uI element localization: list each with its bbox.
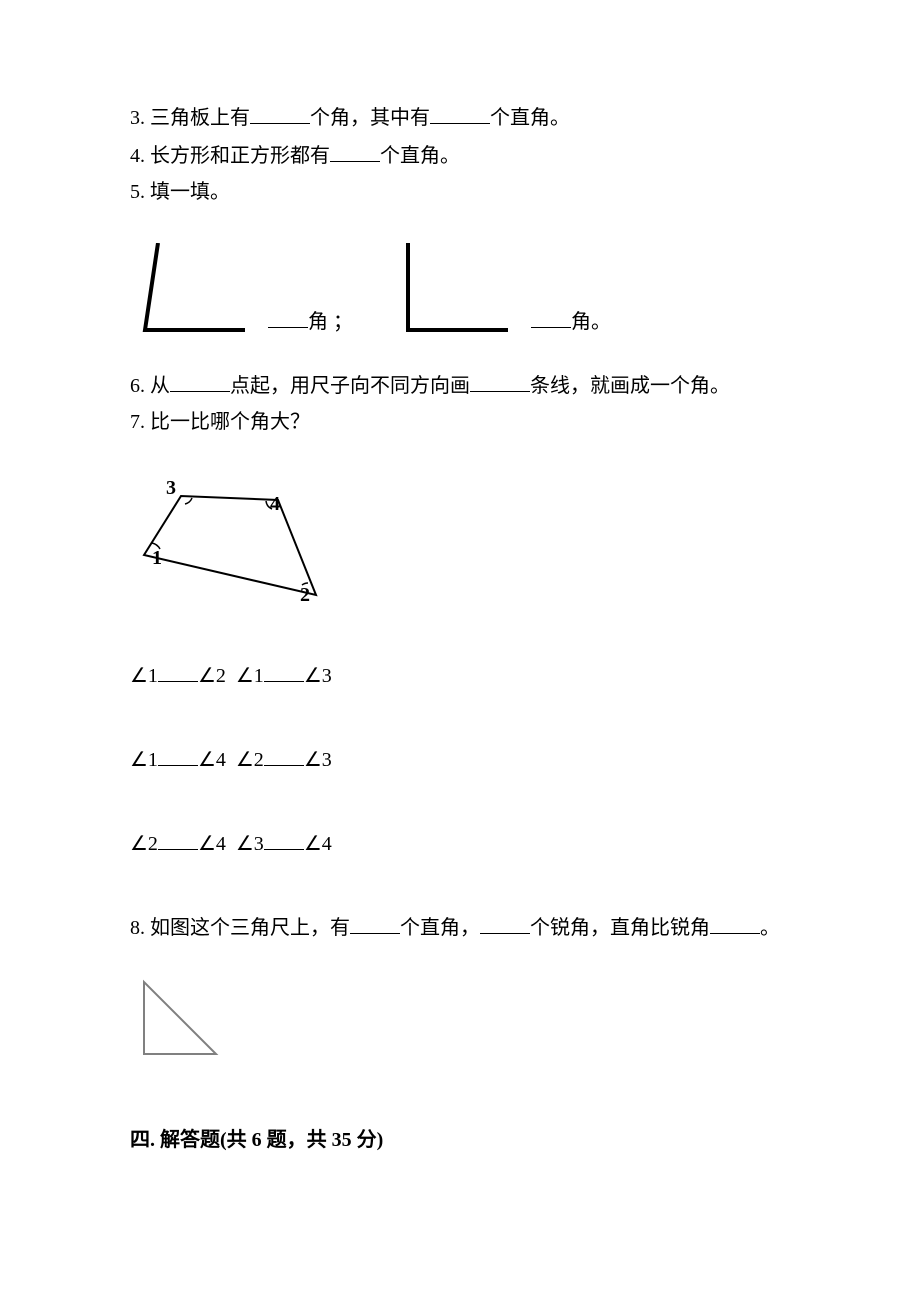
q3-blank-2[interactable]	[430, 100, 490, 124]
q4-text-2: 个直角。	[380, 145, 460, 167]
cmp-1b-a: ∠1	[236, 665, 264, 687]
q5-blank-2[interactable]	[531, 304, 571, 328]
q5-figures: 角 ； 角。	[130, 243, 790, 338]
cmp-1a-a: ∠1	[130, 665, 158, 687]
q5-title: 5. 填一填。	[130, 181, 230, 203]
q5-angle-1: 角 ；	[130, 243, 353, 338]
q5-angle1-label: 角 ；	[308, 311, 353, 333]
cmp-2a-b: ∠4	[198, 749, 226, 771]
q8-text-4: 。	[760, 917, 780, 939]
compare-row-2: ∠1 ∠4 ∠2 ∠3	[130, 742, 790, 776]
q4-text-1: 4. 长方形和正方形都有	[130, 145, 330, 167]
q3-text-3: 个直角。	[490, 107, 570, 129]
vertex-label-3: 3	[166, 477, 176, 499]
cmp-2a-a: ∠1	[130, 749, 158, 771]
cmp-blank-1a[interactable]	[158, 658, 198, 682]
angle-arc-3	[185, 498, 192, 504]
question-7: 7. 比一比哪个角大？	[130, 406, 790, 438]
q7-comparisons: ∠1 ∠2 ∠1 ∠3 ∠1 ∠4 ∠2 ∠3 ∠2 ∠4 ∠3 ∠4	[130, 658, 790, 860]
cmp-1a-b: ∠2	[198, 665, 226, 687]
cmp-blank-3a[interactable]	[158, 826, 198, 850]
question-4: 4. 长方形和正方形都有 个直角。	[130, 138, 790, 172]
vertex-label-2: 2	[300, 584, 310, 606]
q4-blank-1[interactable]	[330, 138, 380, 162]
question-3: 3. 三角板上有 个角，其中有 个直角。	[130, 100, 790, 134]
vertex-label-4: 4	[270, 493, 280, 515]
cmp-blank-2a[interactable]	[158, 742, 198, 766]
q6-blank-1[interactable]	[170, 368, 230, 392]
q8-text-3: 个锐角，直角比锐角	[530, 917, 710, 939]
q8-blank-3[interactable]	[710, 910, 760, 934]
q7-title: 7. 比一比哪个角大？	[130, 411, 310, 433]
cmp-3b-a: ∠3	[236, 833, 264, 855]
right-angle-figure	[393, 243, 521, 338]
compare-row-1: ∠1 ∠2 ∠1 ∠3	[130, 658, 790, 692]
q6-text-1: 6. 从	[130, 375, 170, 397]
cmp-1b-b: ∠3	[304, 665, 332, 687]
cmp-3a-a: ∠2	[130, 833, 158, 855]
cmp-3b-b: ∠4	[304, 833, 332, 855]
cmp-2b-a: ∠2	[236, 749, 264, 771]
q6-text-3: 条线，就画成一个角。	[530, 375, 730, 397]
section-4-text: 四. 解答题(共 6 题，共 35 分)	[130, 1129, 383, 1151]
q5-angle-2: 角。	[393, 243, 611, 338]
cmp-blank-3b[interactable]	[264, 826, 304, 850]
q8-text-1: 8. 如图这个三角尺上，有	[130, 917, 350, 939]
question-6: 6. 从 点起，用尺子向不同方向画 条线，就画成一个角。	[130, 368, 790, 402]
section-4-title: 四. 解答题(共 6 题，共 35 分)	[130, 1124, 790, 1156]
q8-triangle-figure	[130, 974, 790, 1074]
q6-blank-2[interactable]	[470, 368, 530, 392]
cmp-blank-2b[interactable]	[264, 742, 304, 766]
q8-blank-1[interactable]	[350, 910, 400, 934]
q5-blank-1[interactable]	[268, 304, 308, 328]
cmp-blank-1b[interactable]	[264, 658, 304, 682]
q5-angle2-label: 角。	[571, 311, 611, 333]
q6-text-2: 点起，用尺子向不同方向画	[230, 375, 470, 397]
vertex-label-1: 1	[152, 547, 162, 569]
compare-row-3: ∠2 ∠4 ∠3 ∠4	[130, 826, 790, 860]
question-5: 5. 填一填。	[130, 176, 790, 208]
q8-text-2: 个直角，	[400, 917, 480, 939]
q8-blank-2[interactable]	[480, 910, 530, 934]
acute-angle-figure	[130, 243, 258, 338]
q3-text-1: 3. 三角板上有	[130, 107, 250, 129]
cmp-3a-b: ∠4	[198, 833, 226, 855]
q7-quadrilateral-figure: 1 2 3 4	[130, 468, 790, 628]
q3-text-2: 个角，其中有	[310, 107, 430, 129]
question-8: 8. 如图这个三角尺上，有 个直角， 个锐角，直角比锐角 。	[130, 910, 790, 944]
cmp-2b-b: ∠3	[304, 749, 332, 771]
q3-blank-1[interactable]	[250, 100, 310, 124]
